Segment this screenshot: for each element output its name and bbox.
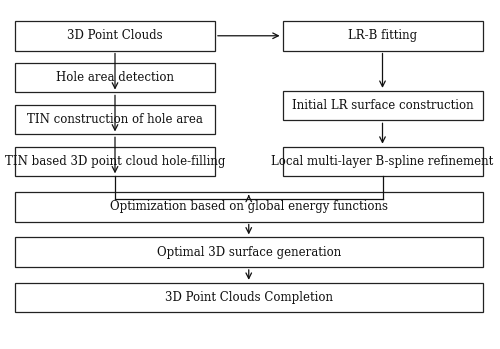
Bar bbox=[15, 192, 482, 222]
Text: Local multi-layer B-spline refinement: Local multi-layer B-spline refinement bbox=[272, 155, 494, 168]
Text: Initial LR surface construction: Initial LR surface construction bbox=[292, 99, 474, 112]
Text: Hole area detection: Hole area detection bbox=[56, 71, 174, 84]
Text: Optimization based on global energy functions: Optimization based on global energy func… bbox=[110, 200, 388, 213]
Bar bbox=[15, 63, 215, 92]
Bar bbox=[15, 21, 215, 51]
Text: LR-B fitting: LR-B fitting bbox=[348, 29, 417, 42]
Bar bbox=[15, 283, 482, 312]
Text: Optimal 3D surface generation: Optimal 3D surface generation bbox=[156, 246, 341, 259]
Text: TIN based 3D point cloud hole-filling: TIN based 3D point cloud hole-filling bbox=[5, 155, 225, 168]
Bar bbox=[15, 105, 215, 134]
Bar bbox=[282, 21, 482, 51]
Bar bbox=[282, 147, 482, 176]
Bar bbox=[282, 91, 482, 120]
Text: 3D Point Clouds Completion: 3D Point Clouds Completion bbox=[165, 291, 333, 304]
Bar bbox=[15, 237, 482, 267]
Text: 3D Point Clouds: 3D Point Clouds bbox=[67, 29, 163, 42]
Bar bbox=[15, 147, 215, 176]
Text: TIN construction of hole area: TIN construction of hole area bbox=[27, 113, 203, 126]
